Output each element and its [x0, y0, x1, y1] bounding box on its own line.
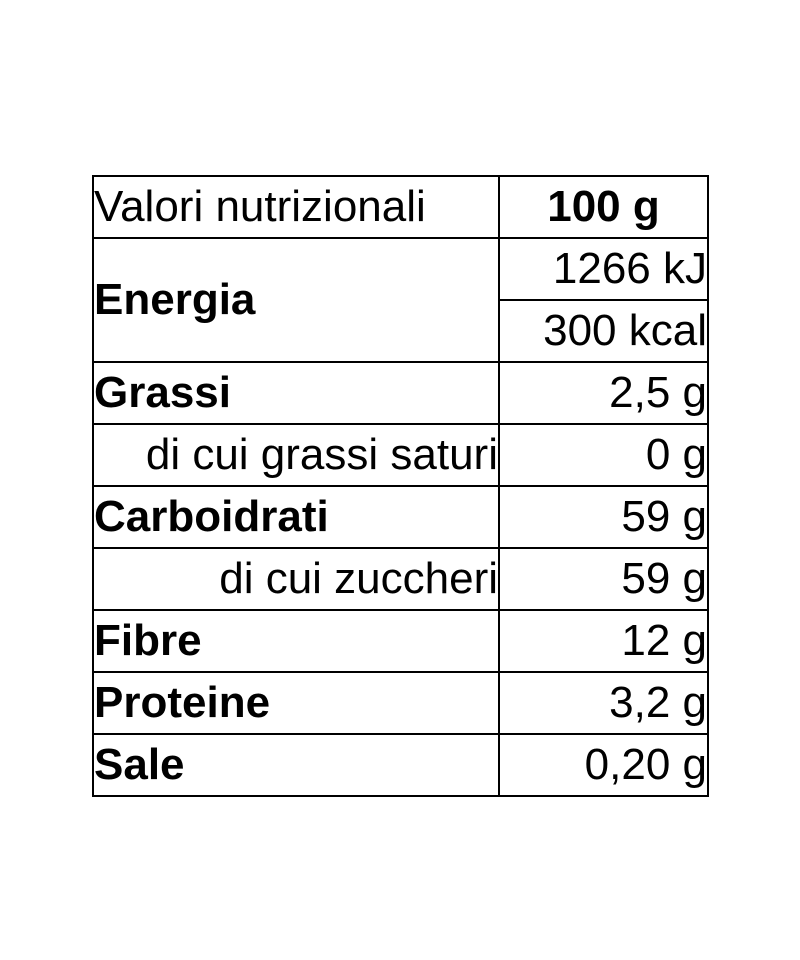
table-row-fat: Grassi 2,5 g: [92, 361, 709, 425]
table-row-header: Valori nutrizionali 100 g: [92, 175, 709, 239]
energy-kcal-value: 300 kcal: [498, 299, 709, 363]
amount-column-header: 100 g: [498, 175, 709, 239]
protein-value: 3,2 g: [498, 671, 709, 735]
saturated-fat-label: di cui grassi saturi: [92, 423, 500, 487]
table-title: Valori nutrizionali: [92, 175, 500, 239]
sugars-value: 59 g: [498, 547, 709, 611]
sugars-label: di cui zuccheri: [92, 547, 500, 611]
table-row-fibre: Fibre 12 g: [92, 609, 709, 673]
table-row-energy-kj: Energia 1266 kJ: [92, 237, 709, 363]
salt-label: Sale: [92, 733, 500, 797]
fat-value: 2,5 g: [498, 361, 709, 425]
saturated-fat-value: 0 g: [498, 423, 709, 487]
energy-label: Energia: [92, 237, 500, 363]
carbohydrates-value: 59 g: [498, 485, 709, 549]
salt-value: 0,20 g: [498, 733, 709, 797]
protein-label: Proteine: [92, 671, 500, 735]
fat-label: Grassi: [92, 361, 500, 425]
energy-kj-value: 1266 kJ: [498, 237, 709, 301]
fibre-label: Fibre: [92, 609, 500, 673]
table-row-saturated-fat: di cui grassi saturi 0 g: [92, 423, 709, 487]
fibre-value: 12 g: [498, 609, 709, 673]
table-row-sugars: di cui zuccheri 59 g: [92, 547, 709, 611]
table-row-carbohydrates: Carboidrati 59 g: [92, 485, 709, 549]
table-row-energy-kcal: 300 kcal: [93, 299, 709, 363]
table-row-salt: Sale 0,20 g: [92, 733, 709, 797]
carbohydrates-label: Carboidrati: [92, 485, 500, 549]
table-row-protein: Proteine 3,2 g: [92, 671, 709, 735]
nutrition-table: Valori nutrizionali 100 g Energia 1266 k…: [92, 175, 709, 797]
